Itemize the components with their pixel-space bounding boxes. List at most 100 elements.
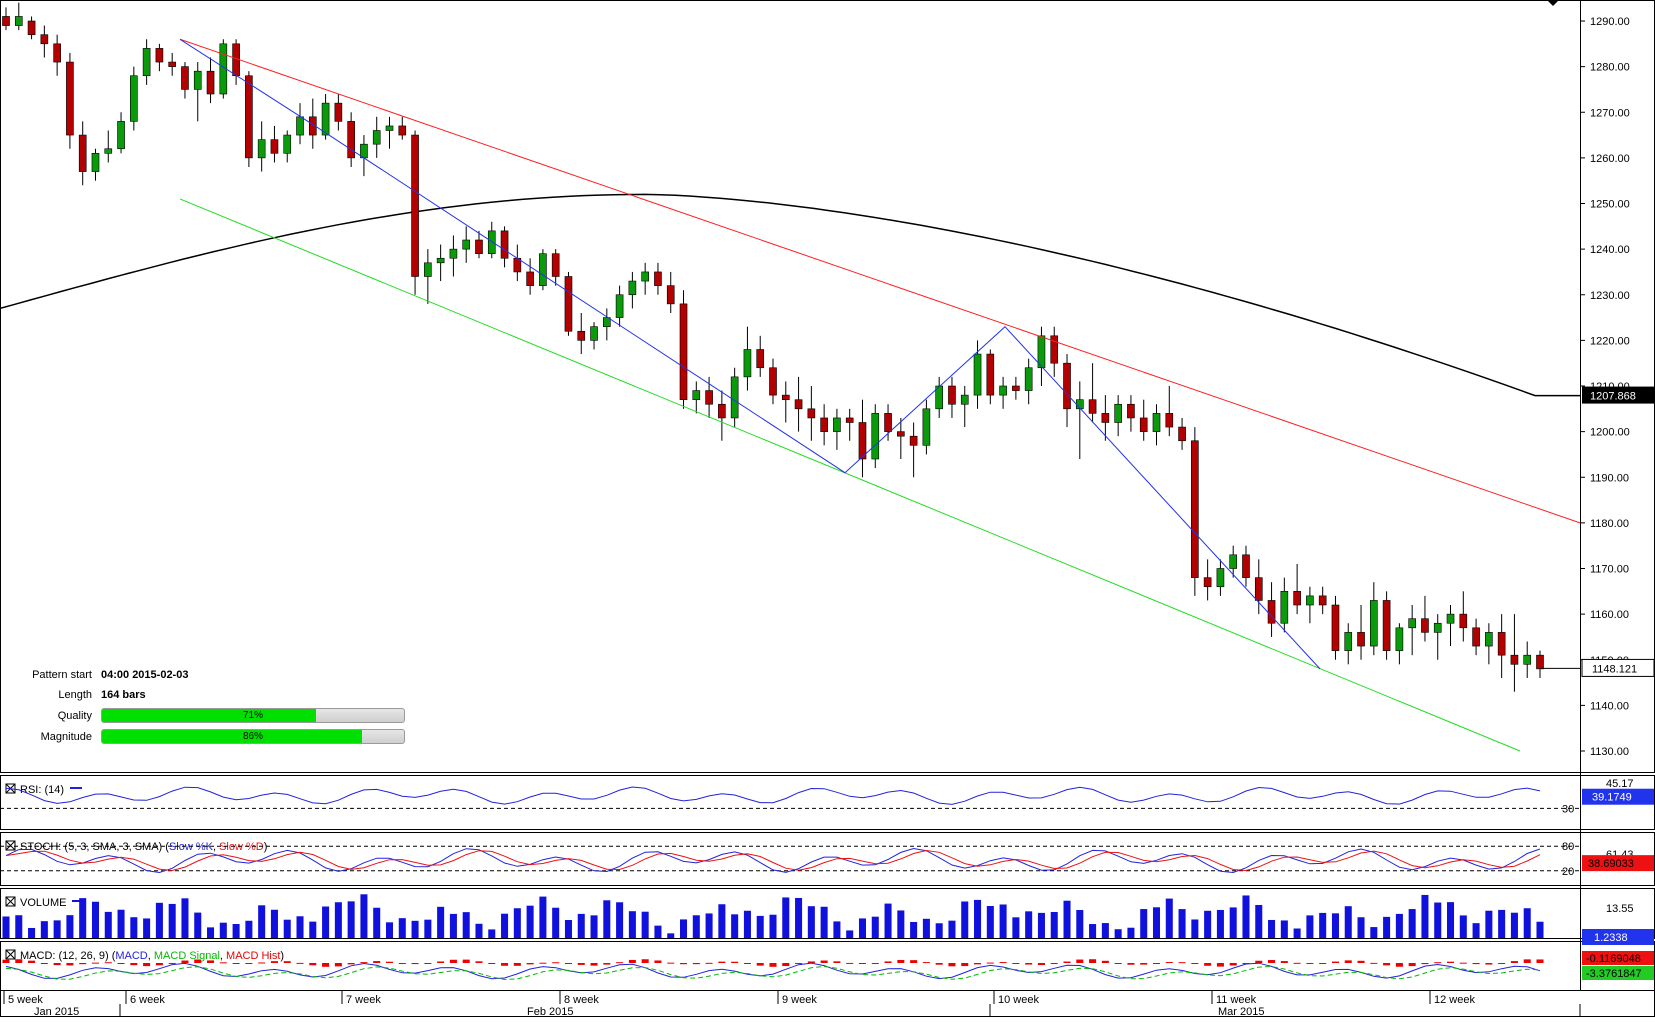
volume-bar [616, 902, 624, 938]
volume-bar [935, 923, 943, 938]
candle [756, 335, 765, 377]
rsi-value-label: 39.1749 [1592, 792, 1632, 804]
candle [1293, 563, 1301, 615]
candle-body [935, 385, 943, 410]
stoch-lower-label: 20 [1562, 866, 1574, 878]
candle-body [206, 70, 215, 95]
volume-bar [1101, 923, 1109, 938]
pattern-length-value: 164 bars [101, 689, 146, 701]
stoch-value-box [1582, 855, 1654, 872]
macd-hist-bar [1127, 963, 1135, 965]
rsi-value-box [1582, 788, 1654, 805]
pattern-start-value: 04:00 2015-02-03 [101, 669, 189, 681]
macd-hist-bar [1216, 963, 1224, 967]
price-tick-label: 1260.00 [1590, 153, 1630, 165]
volume-bar [334, 902, 342, 938]
volume-bar [961, 901, 969, 938]
volume-bar [501, 913, 509, 938]
candle [245, 71, 253, 167]
volume-bar [807, 906, 815, 938]
quality-bar: 71% [101, 708, 405, 723]
price-tick-label: 1190.00 [1590, 472, 1629, 484]
macd-hist-bar [309, 963, 317, 966]
volume-bar [871, 916, 879, 938]
price-tick-label: 1220.00 [1590, 335, 1630, 347]
macd-hist-bar [974, 963, 982, 965]
volume-bar [833, 921, 841, 938]
pattern-magnitude-label: Magnitude [40, 731, 92, 743]
candle [628, 271, 637, 309]
candle-body [1139, 417, 1148, 432]
candle [91, 148, 100, 181]
candle-body [424, 262, 432, 277]
macd-hist-bar [360, 962, 368, 964]
macd-hist-bar [181, 960, 189, 963]
candle [1382, 591, 1391, 660]
macd-hist-bar [552, 962, 560, 964]
macd-hist-bar [2, 959, 10, 963]
volume-bar [910, 921, 918, 938]
volume-bar [296, 916, 304, 938]
macd-hist-bar [1076, 959, 1084, 963]
candle-body [1037, 335, 1046, 369]
candle-body [193, 70, 202, 90]
candle-body [1408, 618, 1416, 629]
volume-bar [1114, 929, 1122, 938]
volume-bar [66, 915, 74, 938]
zigzag-pattern [179, 38, 1321, 670]
stoch-d-line [5, 849, 1541, 872]
candle-body [1088, 399, 1097, 414]
candle [909, 422, 918, 478]
candle-body [871, 413, 880, 460]
candle-body [1536, 654, 1544, 670]
candle [551, 249, 560, 286]
candle [78, 121, 87, 186]
candle-body [372, 130, 381, 145]
volume-bar [922, 918, 930, 938]
volume-bar [1280, 920, 1288, 938]
macd-hist-bar [53, 963, 61, 966]
candle [1191, 427, 1199, 596]
rsi-title: RSI: (14) [20, 784, 64, 796]
candle [321, 94, 330, 140]
candle-body [1114, 403, 1122, 423]
macd-title-part: , [148, 950, 154, 962]
candle-body [960, 394, 969, 405]
candle-body [321, 102, 330, 136]
candle [922, 399, 931, 455]
volume-bar [219, 922, 227, 938]
week-label: 6 week [130, 994, 165, 1006]
candle [858, 399, 867, 478]
macd-hist-bar [756, 963, 764, 966]
volume-bar [628, 911, 636, 938]
volume-bar [462, 912, 470, 938]
candle-body [1024, 367, 1033, 391]
price-tick-label: 1180.00 [1590, 518, 1629, 530]
candle [1280, 577, 1289, 633]
candle [1024, 358, 1033, 405]
candle-body [1510, 654, 1519, 665]
candle-body [334, 102, 343, 122]
candle-body [1280, 591, 1289, 624]
candle [385, 116, 394, 149]
candle [372, 116, 381, 158]
candle-body [1523, 654, 1532, 665]
volume-bar [1319, 912, 1327, 938]
candle [462, 226, 471, 263]
candle [666, 271, 675, 313]
macd-hist-bar [155, 963, 163, 966]
volume-bar [283, 919, 291, 938]
candle [206, 57, 215, 104]
volume-bar [1344, 906, 1352, 938]
volume-bar [398, 918, 406, 938]
candle [1203, 559, 1212, 601]
volume-bar [782, 897, 790, 938]
macd-hist-bar [871, 963, 879, 964]
stoch-toggle-icon-x2 [5, 840, 16, 851]
candle-body [1012, 385, 1020, 391]
macd-hist-bar [1165, 962, 1173, 964]
macd-hist-bar [168, 962, 176, 964]
macd-value-label: -0.1169048 [1586, 953, 1641, 965]
candle [1472, 618, 1480, 656]
candle-body [705, 390, 713, 405]
